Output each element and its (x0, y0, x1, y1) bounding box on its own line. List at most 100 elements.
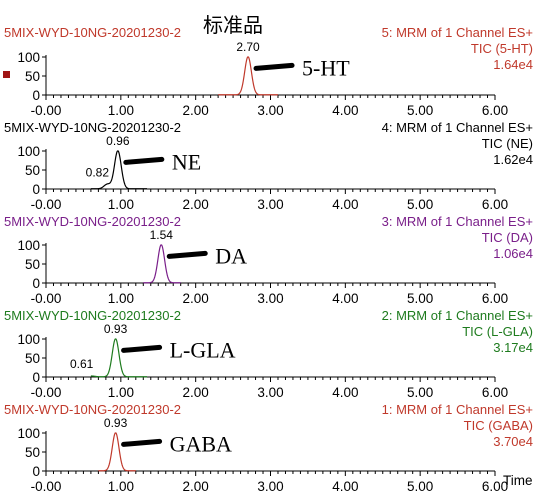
x-tick-label: 4.00 (332, 479, 358, 494)
compound-annotation: GABA (170, 431, 232, 456)
y-tick-label: 100 (17, 332, 40, 347)
y-tick-label: 50 (25, 445, 40, 460)
chromatogram-panel: 5MIX-WYD-10NG-20201230-2 1: MRM of 1 Chan… (4, 402, 533, 494)
peak-label: 0.82 (86, 165, 110, 179)
chromatogram-panel: 5MIX-WYD-10NG-20201230-2 5: MRM of 1 Chan… (4, 25, 533, 118)
x-tick-label: 4.00 (332, 291, 358, 306)
x-tick-label: 1.00 (108, 197, 134, 212)
x-tick-label: 6.00 (482, 479, 508, 494)
x-tick-label: 5.00 (407, 103, 433, 118)
y-tick-label: 0 (32, 464, 40, 479)
x-tick-label: 2.00 (183, 479, 209, 494)
x-tick-label: 4.00 (332, 385, 358, 400)
x-tick-label: -0.00 (31, 103, 62, 118)
intensity-label: 3.17e4 (493, 340, 533, 355)
compound-annotation: L-GLA (170, 337, 236, 362)
y-tick-label: 100 (17, 238, 40, 253)
y-tick-label: 0 (32, 276, 40, 291)
x-tick-label: 2.00 (183, 291, 209, 306)
tic-label: TIC (L-GLA) (462, 324, 533, 339)
x-tick-label: 3.00 (257, 291, 283, 306)
peak-label: 2.70 (236, 40, 260, 54)
chromatogram-trace (98, 432, 136, 472)
channel-info: 3: MRM of 1 Channel ES+ (382, 214, 533, 229)
x-tick-label: 5.00 (407, 385, 433, 400)
x-tick-label: 6.00 (482, 385, 508, 400)
y-tick-label: 100 (17, 144, 40, 159)
x-tick-label: -0.00 (31, 197, 62, 212)
sample-name: 5MIX-WYD-10NG-20201230-2 (4, 214, 181, 229)
x-tick-label: 1.00 (108, 479, 134, 494)
channel-info: 5: MRM of 1 Channel ES+ (382, 25, 533, 40)
chromatogram-panel: 5MIX-WYD-10NG-20201230-2 2: MRM of 1 Chan… (4, 308, 533, 400)
intensity-label: 3.70e4 (493, 434, 533, 449)
x-tick-label: 5.00 (407, 291, 433, 306)
compound-annotation: 5-HT (302, 55, 350, 80)
x-tick-label: 1.00 (108, 103, 134, 118)
sample-name: 5MIX-WYD-10NG-20201230-2 (4, 25, 181, 40)
y-tick-label: 100 (17, 50, 40, 65)
compound-annotation: NE (172, 149, 201, 174)
channel-info: 1: MRM of 1 Channel ES+ (382, 402, 533, 417)
x-tick-label: 6.00 (482, 197, 508, 212)
tic-label: TIC (GABA) (464, 418, 533, 433)
chromatogram-panel: 5MIX-WYD-10NG-20201230-2 4: MRM of 1 Chan… (4, 120, 533, 212)
x-tick-label: 5.00 (407, 479, 433, 494)
intensity-label: 1.62e4 (493, 152, 533, 167)
sample-name: 5MIX-WYD-10NG-20201230-2 (4, 308, 181, 323)
y-tick-label: 0 (32, 370, 40, 385)
annotation-pointer (121, 438, 163, 447)
sample-name: 5MIX-WYD-10NG-20201230-2 (4, 120, 181, 135)
x-tick-label: -0.00 (31, 291, 62, 306)
tic-label: TIC (5-HT) (471, 41, 533, 56)
y-tick-label: 0 (32, 88, 40, 103)
x-tick-label: 1.00 (108, 291, 134, 306)
chromatogram-trace (90, 150, 148, 190)
annotation-pointer (121, 344, 163, 353)
x-tick-label: 2.00 (183, 385, 209, 400)
figure-title: 标准品 (203, 13, 263, 37)
tic-label: TIC (NE) (482, 136, 533, 151)
y-tick-label: 50 (25, 163, 40, 178)
intensity-label: 1.06e4 (493, 246, 533, 261)
x-tick-label: 2.00 (183, 197, 209, 212)
compound-annotation: DA (215, 243, 247, 268)
x-tick-label: -0.00 (31, 479, 62, 494)
x-tick-label: 6.00 (482, 103, 508, 118)
chromatogram-panel: 5MIX-WYD-10NG-20201230-2 3: MRM of 1 Chan… (4, 214, 533, 306)
peak-label: 0.96 (106, 134, 130, 148)
x-tick-label: 6.00 (482, 291, 508, 306)
y-tick-label: 50 (25, 257, 40, 272)
x-tick-label: 4.00 (332, 103, 358, 118)
y-tick-label: 50 (25, 351, 40, 366)
annotation-pointer (123, 156, 165, 165)
intensity-label: 1.64e4 (493, 57, 533, 72)
x-tick-label: 3.00 (257, 479, 283, 494)
peak-label: 0.61 (70, 357, 94, 371)
tic-label: TIC (DA) (482, 230, 533, 245)
channel-info: 4: MRM of 1 Channel ES+ (382, 120, 533, 135)
chromatogram-trace (143, 244, 181, 284)
x-tick-label: -0.00 (31, 385, 62, 400)
sample-name: 5MIX-WYD-10NG-20201230-2 (4, 402, 181, 417)
peak-label: 0.93 (104, 322, 128, 336)
channel-marker (3, 71, 10, 78)
chromatogram-trace (218, 56, 278, 96)
peak-label: 0.93 (104, 416, 128, 430)
x-tick-label: 3.00 (257, 103, 283, 118)
x-axis-label: Time (503, 473, 533, 488)
x-tick-label: 1.00 (108, 385, 134, 400)
x-tick-label: 3.00 (257, 197, 283, 212)
peak-label: 1.54 (150, 228, 174, 242)
x-tick-label: 4.00 (332, 197, 358, 212)
x-tick-label: 3.00 (257, 385, 283, 400)
y-tick-label: 100 (17, 426, 40, 441)
annotation-pointer (166, 250, 208, 259)
annotation-pointer (253, 62, 295, 71)
y-tick-label: 0 (32, 182, 40, 197)
y-tick-label: 50 (25, 69, 40, 84)
chromatogram-trace (90, 338, 148, 378)
x-tick-label: 2.00 (183, 103, 209, 118)
x-tick-label: 5.00 (407, 197, 433, 212)
